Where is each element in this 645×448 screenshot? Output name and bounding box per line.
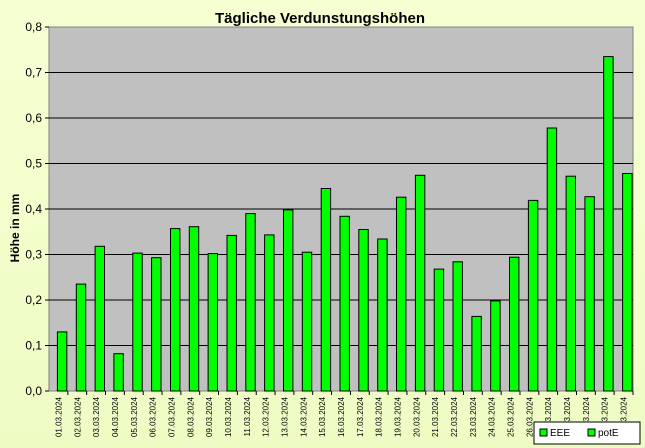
bar-pote xyxy=(433,268,445,392)
bar-pote xyxy=(75,283,87,392)
x-tick-label: 21.03.2024 xyxy=(431,396,440,437)
bar-pote xyxy=(56,331,68,392)
chart-title: Tägliche Verdunstungshöhen xyxy=(215,10,425,27)
bar-pote xyxy=(170,228,181,392)
y-tick-label: 0,5 xyxy=(25,157,42,171)
x-tick-label: 06.03.2024 xyxy=(149,396,158,437)
bar-pote xyxy=(622,173,633,392)
bar-pote xyxy=(471,315,482,392)
x-tick-label: 09.03.2024 xyxy=(205,396,214,437)
x-tick-label: 25.03.2024 xyxy=(507,396,516,437)
x-tick-label: 08.03.2024 xyxy=(186,396,195,437)
bar-pote xyxy=(245,213,256,392)
bar-pote xyxy=(151,257,162,392)
x-axis-ticks: 01.03.2024 02.03.2024 03.03.2024 04.03.2024… xyxy=(54,391,634,437)
bar-pote xyxy=(452,261,463,392)
legend: EEE potE xyxy=(533,421,641,445)
x-tick-label: 19.03.2024 xyxy=(394,396,403,437)
x-tick-label: 23.03.2024 xyxy=(469,396,478,437)
bar-pote xyxy=(565,175,576,392)
x-tick-label: 03.03.2024 xyxy=(92,396,101,437)
bar-pote xyxy=(264,234,275,392)
x-tick-label: 31.03.2024 xyxy=(620,396,629,437)
y-tick-label: 0,7 xyxy=(25,66,42,80)
bar-pote xyxy=(377,238,388,392)
bar-pote xyxy=(546,127,558,392)
y-tick-label: 0,6 xyxy=(25,111,42,125)
bar-pote xyxy=(358,229,369,392)
x-tick-label: 14.03.2024 xyxy=(299,396,308,437)
x-tick-label: 27.03.2024 xyxy=(544,396,553,437)
y-axis-label: Höhe in mm xyxy=(8,194,22,263)
bar-pote xyxy=(132,252,143,392)
legend-label-pote: potE xyxy=(598,428,619,439)
x-tick-label: 18.03.2024 xyxy=(375,396,384,437)
x-tick-label: 22.03.2024 xyxy=(450,396,459,437)
y-tick-label: 0,3 xyxy=(25,248,42,262)
x-tick-label: 26.03.2024 xyxy=(525,396,534,437)
x-tick-label: 12.03.2024 xyxy=(262,396,271,437)
y-tick-label: 0,8 xyxy=(25,20,42,34)
x-tick-label: 30.03.2024 xyxy=(601,396,610,437)
bar-pote xyxy=(603,56,614,392)
x-tick-label: 11.03.2024 xyxy=(243,396,252,436)
bar-pote xyxy=(584,196,595,392)
bar-pote xyxy=(283,209,294,392)
x-tick-label: 20.03.2024 xyxy=(412,396,421,437)
x-tick-label: 24.03.2024 xyxy=(488,396,497,437)
legend-swatch-pote xyxy=(587,428,596,437)
x-tick-label: 10.03.2024 xyxy=(224,396,233,437)
x-tick-label: 28.03.2024 xyxy=(563,396,572,437)
bar-pote xyxy=(301,251,313,392)
bar-pote xyxy=(414,174,426,392)
bar-pote xyxy=(339,215,350,392)
legend-label-eee: EEE xyxy=(550,428,570,439)
legend-swatch-eee xyxy=(539,428,548,437)
x-tick-label: 01.03.2024 xyxy=(54,396,63,437)
bar-pote xyxy=(188,226,200,392)
bar-pote xyxy=(113,353,124,392)
y-tick-label: 0,0 xyxy=(25,384,42,398)
bars xyxy=(56,56,633,392)
x-tick-label: 15.03.2024 xyxy=(318,396,327,437)
bar-pote xyxy=(396,196,407,392)
y-axis-ticks: 0,0 0,1 0,2 0,3 0,4 0,5 0,6 0,7 0,8 xyxy=(25,20,49,398)
bar-pote xyxy=(320,188,332,392)
y-tick-label: 0,2 xyxy=(25,293,42,307)
x-tick-label: 29.03.2024 xyxy=(582,396,591,437)
bar-pote xyxy=(94,245,105,392)
x-tick-label: 04.03.2024 xyxy=(111,396,120,437)
y-tick-label: 0,1 xyxy=(25,339,42,353)
x-tick-label: 16.03.2024 xyxy=(337,396,346,437)
x-tick-label: 07.03.2024 xyxy=(168,396,177,437)
bar-pote xyxy=(490,300,501,392)
bar-pote xyxy=(226,234,237,392)
bar-pote xyxy=(207,253,219,392)
x-tick-label: 13.03.2024 xyxy=(281,396,290,437)
x-tick-label: 05.03.2024 xyxy=(130,396,139,437)
x-tick-label: 17.03.2024 xyxy=(356,396,365,437)
bar-pote xyxy=(509,256,520,392)
y-tick-label: 0,4 xyxy=(25,202,42,216)
legend-box xyxy=(533,421,641,445)
bar-pote xyxy=(527,199,539,392)
x-tick-label: 02.03.2024 xyxy=(73,396,82,437)
